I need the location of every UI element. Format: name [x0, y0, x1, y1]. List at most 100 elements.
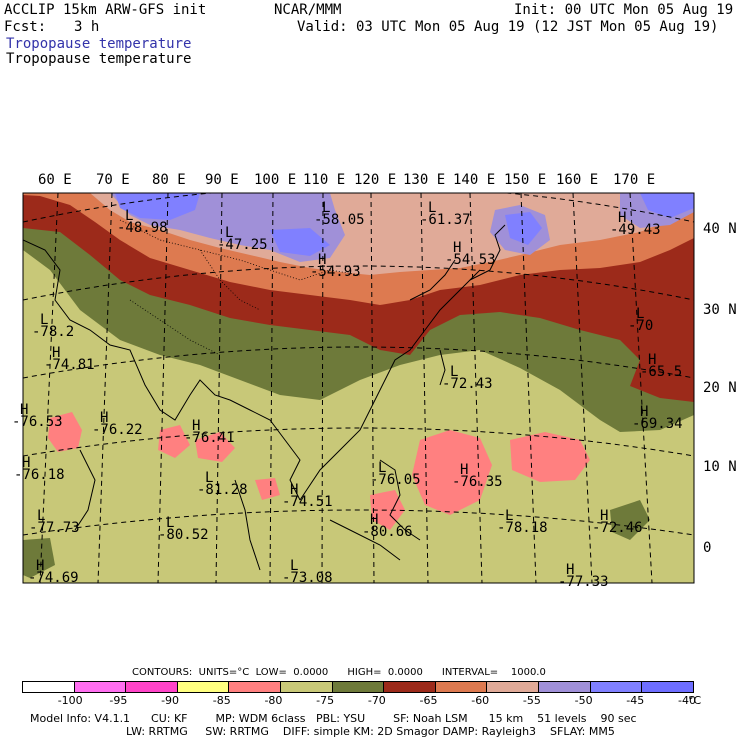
temp-band-minus80-c [195, 432, 235, 462]
extremum-type: H [618, 210, 627, 226]
colorbar-swatch [384, 682, 436, 692]
org-label: NCAR/MMM [274, 2, 342, 18]
lon-label: 150 E [504, 172, 547, 188]
colorbar-tick-label: -60 [471, 694, 490, 707]
extremum-type: L [37, 508, 46, 524]
colorbar-swatch [126, 682, 178, 692]
model-info-line-2: LW: RRTMG SW: RRTMG DIFF: simple KM: 2D … [126, 725, 615, 738]
field-name-1: Tropopause temperature [6, 36, 192, 52]
forecast-label: Fcst: [4, 19, 47, 35]
temp-band-minus80-b [158, 425, 190, 458]
lon-label: 100 E [254, 172, 297, 188]
extremum-value: -76.22 [92, 422, 143, 438]
extremum-value: -54.93 [310, 264, 361, 280]
lon-label: 80 E [152, 172, 186, 188]
extremum-type: H [100, 410, 109, 426]
colorbar-tick-label: -55 [522, 694, 541, 707]
lon-label: 130 E [403, 172, 446, 188]
colorbar-swatch [435, 682, 488, 692]
extremum-type: L [205, 470, 214, 486]
extremum-type: H [460, 462, 469, 478]
extremum-value: -76.35 [452, 474, 503, 490]
colorbar-swatch [539, 682, 591, 692]
lon-label: 60 E [38, 172, 72, 188]
extremum-type: H [453, 240, 462, 256]
lon-label: 140 E [453, 172, 496, 188]
colorbar-swatch [281, 682, 333, 692]
temp-band-minus80-a [48, 412, 82, 452]
extremum-type: L [166, 515, 175, 531]
valid-time: Valid: 03 UTC Mon 05 Aug 19 (12 JST Mon … [297, 19, 719, 35]
field-name-2: Tropopause temperature [6, 51, 192, 67]
extremum-value: -61.37 [420, 212, 471, 228]
plot-title: ACCLIP 15km ARW-GFS init [4, 2, 207, 18]
extremum-value: -76.53 [12, 414, 63, 430]
colorbar-swatch [74, 682, 127, 692]
extremum-type: H [36, 558, 45, 574]
colorbar [22, 681, 694, 693]
extremum-type: H [640, 404, 649, 420]
colorbar-tick-label: -50 [574, 694, 593, 707]
temp-band-minus80-g [255, 478, 280, 500]
lat-label: 10 N [703, 459, 737, 475]
extremum-type: H [648, 352, 657, 368]
lat-label: 30 N [703, 302, 737, 318]
extremum-value: -73.08 [282, 570, 333, 586]
colorbar-swatch [590, 682, 643, 692]
lon-label: 170 E [613, 172, 656, 188]
init-time: Init: 00 UTC Mon 05 Aug 19 [514, 2, 734, 18]
contour-info: CONTOURS: UNITS=°C LOW= 0.0000 HIGH= 0.0… [132, 667, 546, 678]
lat-label: 20 N [703, 380, 737, 396]
extremum-type: H [20, 402, 29, 418]
extremum-type: H [370, 512, 379, 528]
extremum-type: L [378, 460, 387, 476]
colorbar-swatch [642, 682, 693, 692]
extremum-value: -54.53 [445, 252, 496, 268]
colorbar-tick-label: -70 [367, 694, 386, 707]
extremum-value: -76.41 [184, 430, 235, 446]
lon-label: 90 E [205, 172, 239, 188]
extremum-type: L [125, 208, 134, 224]
extremum-type: L [225, 225, 234, 241]
extremum-value: -74.81 [44, 357, 95, 373]
coastlines [23, 224, 506, 571]
colorbar-tick-label: -80 [264, 694, 283, 707]
colorbar-swatch [23, 682, 75, 692]
extremum-value: -65.5 [640, 364, 683, 380]
colorbar-tick-label: -65 [419, 694, 438, 707]
colorbar-tick-label: -95 [109, 694, 128, 707]
temp-band-minus80-f [370, 490, 405, 530]
extremum-value: -81.28 [197, 482, 248, 498]
lat-label: 40 N [703, 221, 737, 237]
extremum-value: -49.43 [610, 222, 661, 238]
colorbar-swatch [487, 682, 540, 692]
extremum-type: H [52, 345, 61, 361]
extremum-value: -76.18 [14, 467, 65, 483]
extremum-value: -80.52 [158, 527, 209, 543]
temp-band-minus70-sw [23, 538, 55, 578]
borders [119, 219, 361, 356]
colorbar-tick-label: -75 [316, 694, 335, 707]
extremum-type: L [290, 558, 299, 574]
colorbar-tick-label: °C [688, 694, 702, 707]
extremum-type: H [22, 455, 31, 471]
extremum-type: H [318, 252, 327, 268]
colorbar-tick-label: -85 [212, 694, 231, 707]
colorbar-swatch [332, 682, 385, 692]
extremum-type: H [192, 418, 201, 434]
colorbar-swatch [229, 682, 282, 692]
extremum-value: -70 [628, 318, 654, 334]
extremum-value: -80.66 [362, 524, 413, 540]
map-frame [22, 192, 695, 584]
temp-band-minus45-d [640, 193, 694, 218]
extremum-value: -48.98 [117, 220, 168, 236]
extremum-value: -72.43 [442, 376, 493, 392]
colorbar-swatch [177, 682, 230, 692]
extremum-type: L [450, 364, 459, 380]
extremum-value: -74.69 [28, 570, 79, 586]
extremum-value: -78.18 [497, 520, 548, 536]
lat-label: 0 [703, 540, 712, 556]
lon-label: 70 E [96, 172, 130, 188]
extremum-type: H [290, 482, 299, 498]
